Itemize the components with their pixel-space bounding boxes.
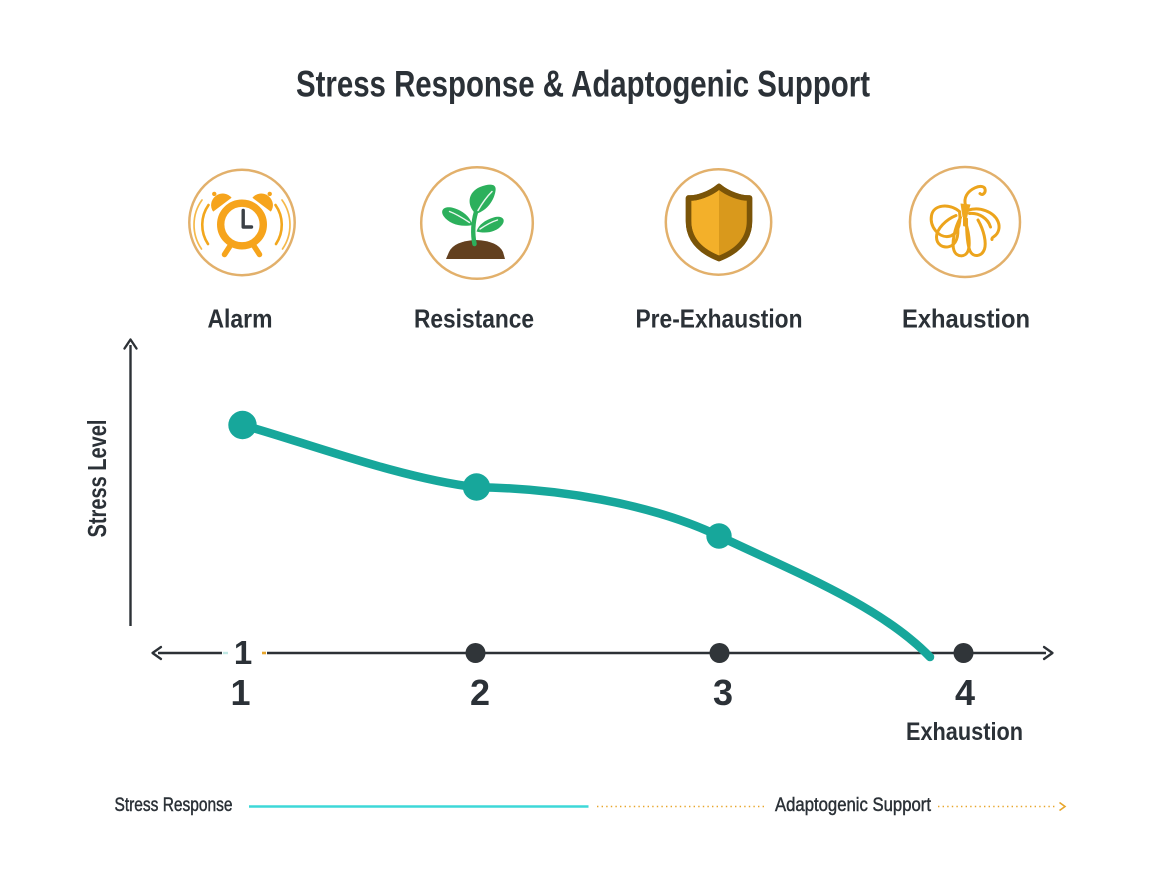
svg-text:2: 2 (470, 672, 490, 713)
svg-text:Stress Response: Stress Response (115, 795, 233, 816)
svg-text:3: 3 (713, 672, 733, 713)
svg-text:Exhaustion: Exhaustion (902, 304, 1030, 334)
svg-text:Stress Level: Stress Level (82, 420, 112, 538)
svg-text:Exhaustion: Exhaustion (906, 718, 1023, 746)
svg-text:Alarm: Alarm (208, 304, 273, 334)
svg-text:Resistance: Resistance (414, 304, 534, 334)
svg-text:Pre-Exhaustion: Pre-Exhaustion (636, 304, 803, 334)
svg-text:1: 1 (230, 672, 250, 713)
svg-text:4: 4 (955, 672, 975, 713)
svg-text:Stress Response & Adaptogenic: Stress Response & Adaptogenic Support (296, 64, 870, 105)
svg-text:1: 1 (234, 634, 252, 671)
svg-text:Adaptogenic Support: Adaptogenic Support (775, 795, 932, 816)
